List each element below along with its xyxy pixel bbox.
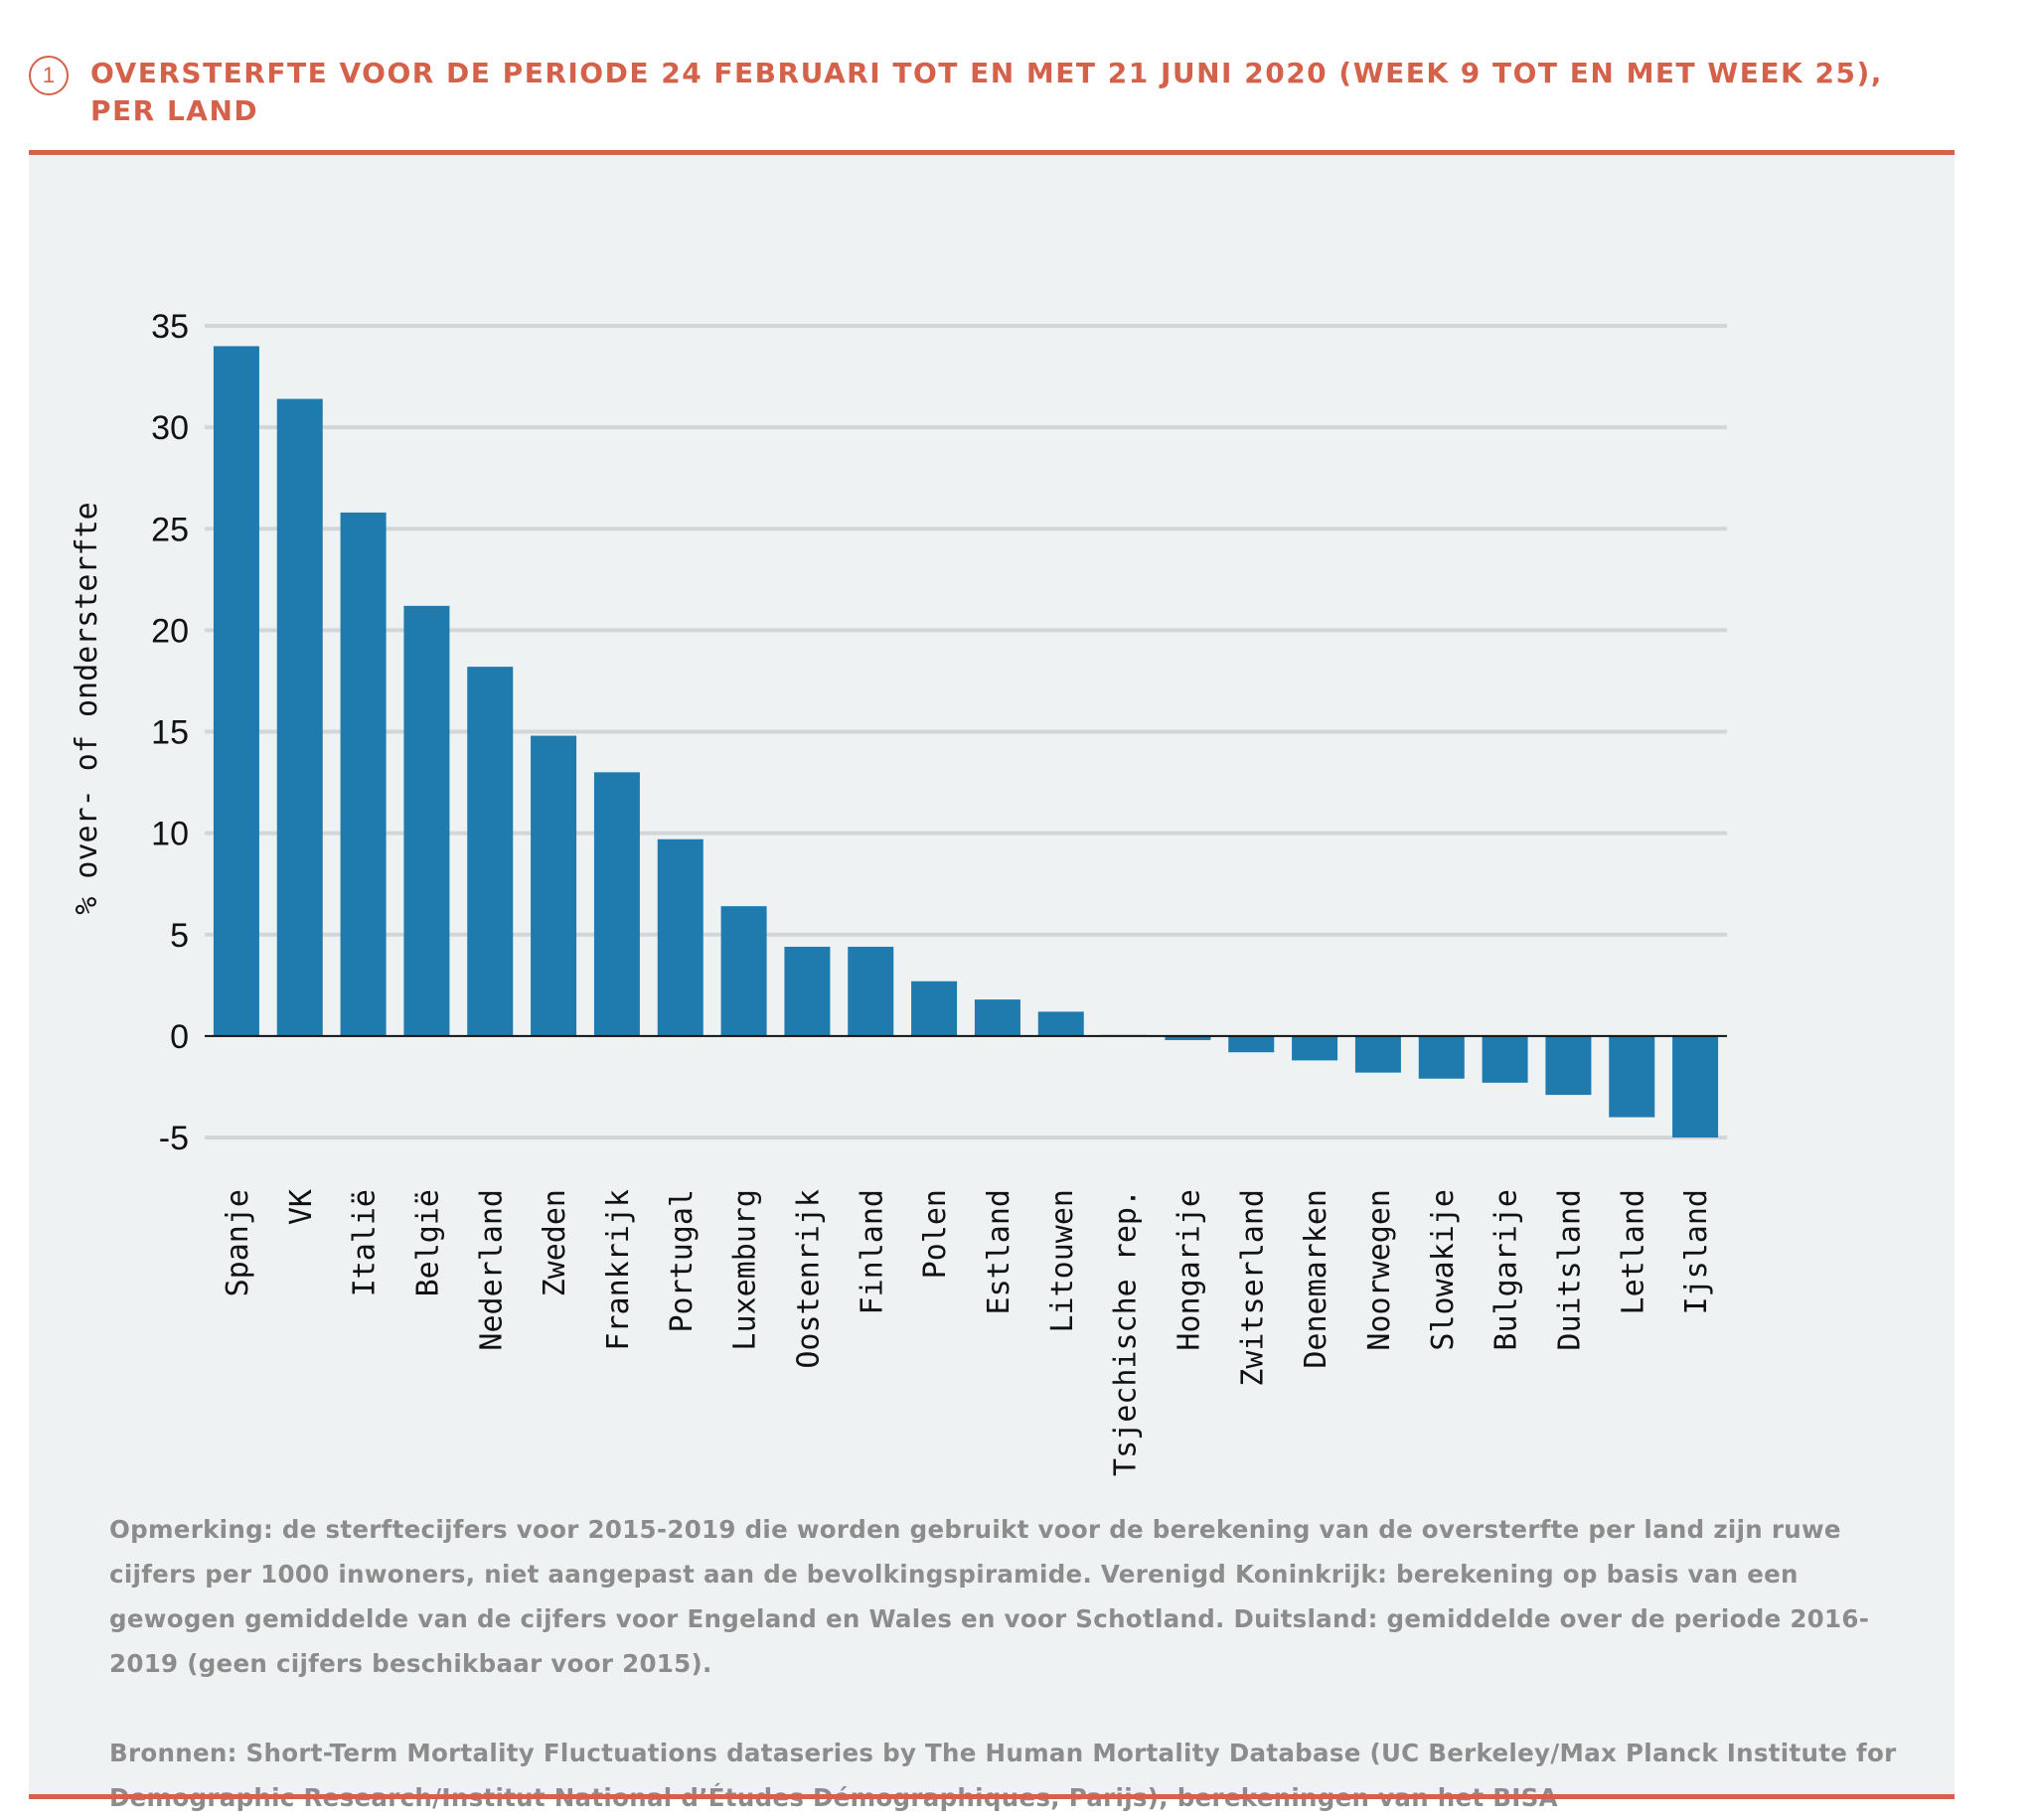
bar xyxy=(784,947,831,1036)
x-tick-label: Luxemburg xyxy=(728,1189,763,1351)
figure-number: 1 xyxy=(29,56,69,95)
sources-note: Bronnen: Short-Term Mortality Fluctuatio… xyxy=(109,1739,1897,1812)
y-axis-label: % over- of ondersterfte xyxy=(70,502,104,914)
x-tick-label: Litouwen xyxy=(1045,1189,1080,1333)
remark-note: Opmerking: de sterftecijfers voor 2015-2… xyxy=(109,1515,1870,1678)
bar xyxy=(1292,1035,1338,1061)
bar xyxy=(467,667,514,1036)
bar xyxy=(720,906,767,1036)
bar xyxy=(531,735,577,1036)
x-tick-label: Letland xyxy=(1616,1189,1650,1314)
x-tick-label: Finland xyxy=(855,1189,889,1314)
x-tick-label: Zweden xyxy=(538,1189,572,1296)
y-tick-label: 10 xyxy=(151,816,189,853)
y-tick-label: 20 xyxy=(151,612,189,650)
bar xyxy=(974,999,1020,1036)
x-tick-label: Portugal xyxy=(665,1189,700,1333)
bar xyxy=(213,346,259,1036)
bar xyxy=(1418,1035,1465,1079)
y-tick-label: -5 xyxy=(159,1120,189,1157)
x-tick-label: VK xyxy=(284,1189,319,1225)
bar xyxy=(1609,1035,1655,1118)
bar xyxy=(848,947,894,1036)
bar xyxy=(1482,1035,1528,1083)
x-tick-label: Slowakije xyxy=(1426,1189,1461,1351)
x-tick-label: Duitsland xyxy=(1552,1189,1587,1351)
y-tick-label: 0 xyxy=(170,1018,189,1056)
x-tick-label: Ijsland xyxy=(1679,1189,1714,1314)
bar xyxy=(276,398,323,1036)
x-tick-label: Tsjechische rep. xyxy=(1109,1189,1144,1476)
x-tick-label: Hongarije xyxy=(1172,1189,1206,1351)
x-tick-label: België xyxy=(410,1189,445,1296)
bar xyxy=(1037,1011,1084,1036)
top-rule xyxy=(29,150,1955,155)
y-tick-label: 5 xyxy=(170,917,189,955)
x-tick-label: Polen xyxy=(918,1189,953,1279)
bar xyxy=(657,838,704,1036)
x-tick-label: Oostenrijk xyxy=(791,1189,826,1369)
x-tick-label: Nederland xyxy=(474,1189,509,1351)
bar xyxy=(593,772,640,1036)
bar xyxy=(340,512,387,1036)
x-tick-label: Italië xyxy=(348,1189,383,1296)
bar-chart: 35 30 25 20 15 10 5 0 -5 % over- of ondersterfte S… xyxy=(70,308,1727,1476)
x-tick-label: Estland xyxy=(982,1189,1017,1314)
bar xyxy=(1354,1035,1401,1073)
y-tick-label: 15 xyxy=(151,714,189,752)
x-tick-label: Bulgarije xyxy=(1489,1189,1524,1351)
bar xyxy=(403,605,450,1036)
y-tick-label: 30 xyxy=(151,409,189,447)
bar xyxy=(1672,1035,1719,1138)
bar xyxy=(1545,1035,1592,1096)
y-tick-label: 25 xyxy=(151,511,189,548)
x-tick-label: Frankrijk xyxy=(601,1189,636,1351)
bar xyxy=(1165,1035,1211,1040)
bar xyxy=(1228,1035,1275,1053)
x-tick-label: Zwitserland xyxy=(1235,1189,1270,1387)
x-tick-label: Noorwegen xyxy=(1362,1189,1397,1351)
bottom-rule xyxy=(29,1794,1955,1799)
y-tick-label: 35 xyxy=(151,308,189,346)
x-tick-label: Spanje xyxy=(221,1189,255,1296)
figure-title: OVERSTERFTE VOOR DE PERIODE 24 FEBRUARI … xyxy=(90,57,1883,127)
bar xyxy=(911,981,958,1036)
x-tick-label: Denemarken xyxy=(1299,1189,1333,1369)
chart-notes: Opmerking: de sterftecijfers voor 2015-2… xyxy=(109,1507,1898,1820)
